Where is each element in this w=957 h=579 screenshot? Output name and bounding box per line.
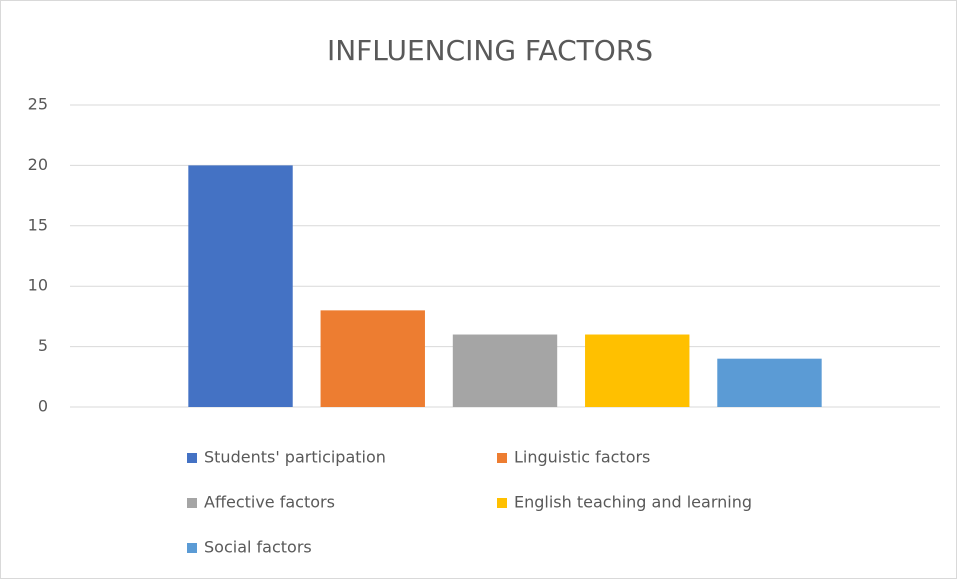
legend-label: Students' participation [204,448,386,467]
y-tick-label: 15 [28,215,48,234]
legend-swatch [497,498,507,508]
y-tick-label: 20 [28,155,48,174]
chart-title: INFLUENCING FACTORS [327,34,653,67]
bar [320,310,425,407]
legend-label: Social factors [204,538,312,557]
bar [452,334,558,407]
legend-label: English teaching and learning [514,493,752,512]
y-tick-label: 0 [38,397,48,416]
legend-swatch [187,543,197,553]
y-tick-label: 25 [28,95,48,114]
y-tick-label: 10 [28,276,48,295]
legend-label: Affective factors [204,493,335,512]
legend-swatch [497,453,507,463]
y-tick-label: 5 [38,336,48,355]
bar [717,358,822,407]
bar [585,334,690,407]
bar [188,165,293,407]
legend-swatch [187,498,197,508]
legend-swatch [187,453,197,463]
legend-label: Linguistic factors [514,448,650,467]
